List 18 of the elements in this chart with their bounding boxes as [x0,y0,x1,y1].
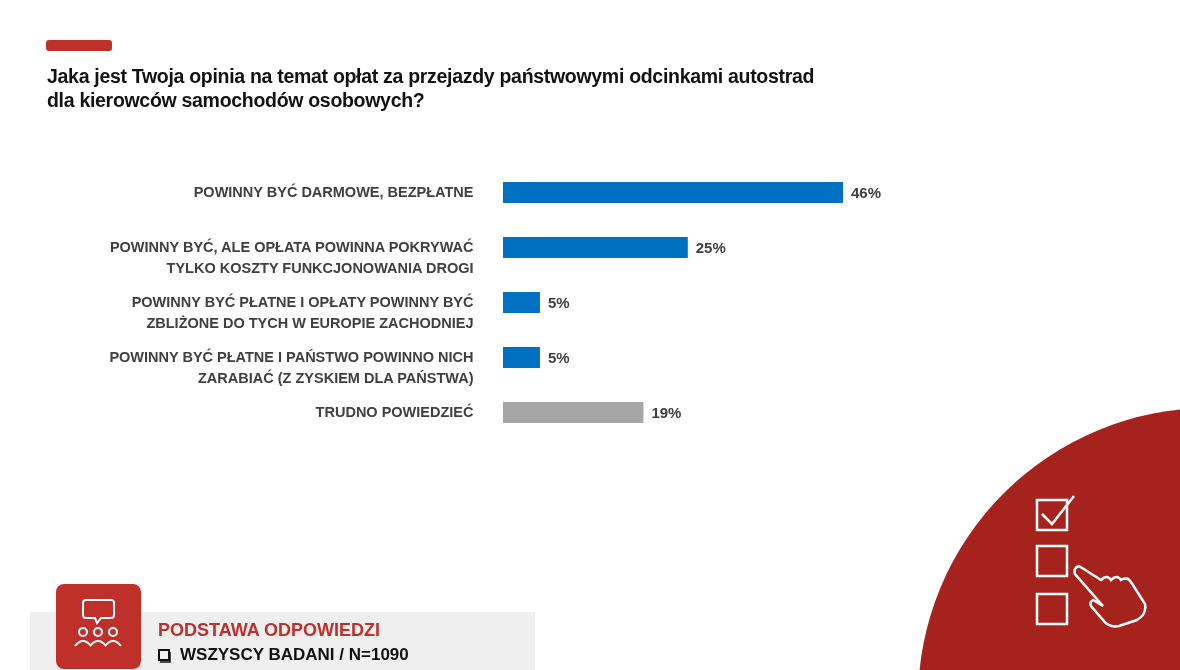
y-tick-label: TRUDNO POWIEDZIEĆ [315,402,475,420]
y-tick-label: POWINNY BYĆ, ALE OPŁATA POWINNA POKRYWAĆ TYLKO KOSZTY FUNKCJONOWANIA DROGI [109,237,475,276]
data-label: 5% [547,348,570,366]
bar [503,402,644,423]
bar [503,292,540,313]
data-label: 5% [547,293,570,311]
y-tick-label: POWINNY BYĆ PŁATNE I PAŃSTWO POWINNO NICH ZARABIAĆ (Z ZYSKIEM DLA PAŃSTWA) [109,347,474,386]
y-tick-label: POWINNY BYĆ DARMOWE, BEZPŁATNE [193,182,474,200]
data-label: 19% [651,403,682,421]
chart-title: Jaka jest Twoja opinia na temat opłat za przejazdy państwowymi odcinkami autostrad dla kierowców samochodów osobowych? [47,64,815,112]
bar [503,237,688,258]
y-tick-label: POWINNY BYĆ PŁATNE I OPŁATY POWINNY BYĆ ZBLIŻONE DO TYCH W EUROPIE ZACHODNIEJ [131,292,475,331]
text: WSZYSCY BADANI / N=1090 [180,645,409,665]
data-label: 25% [695,238,726,256]
bar [503,347,540,368]
text: PODSTAWA ODPOWIEDZI [158,620,381,641]
bar [503,182,843,203]
data-label: 46% [851,183,882,201]
